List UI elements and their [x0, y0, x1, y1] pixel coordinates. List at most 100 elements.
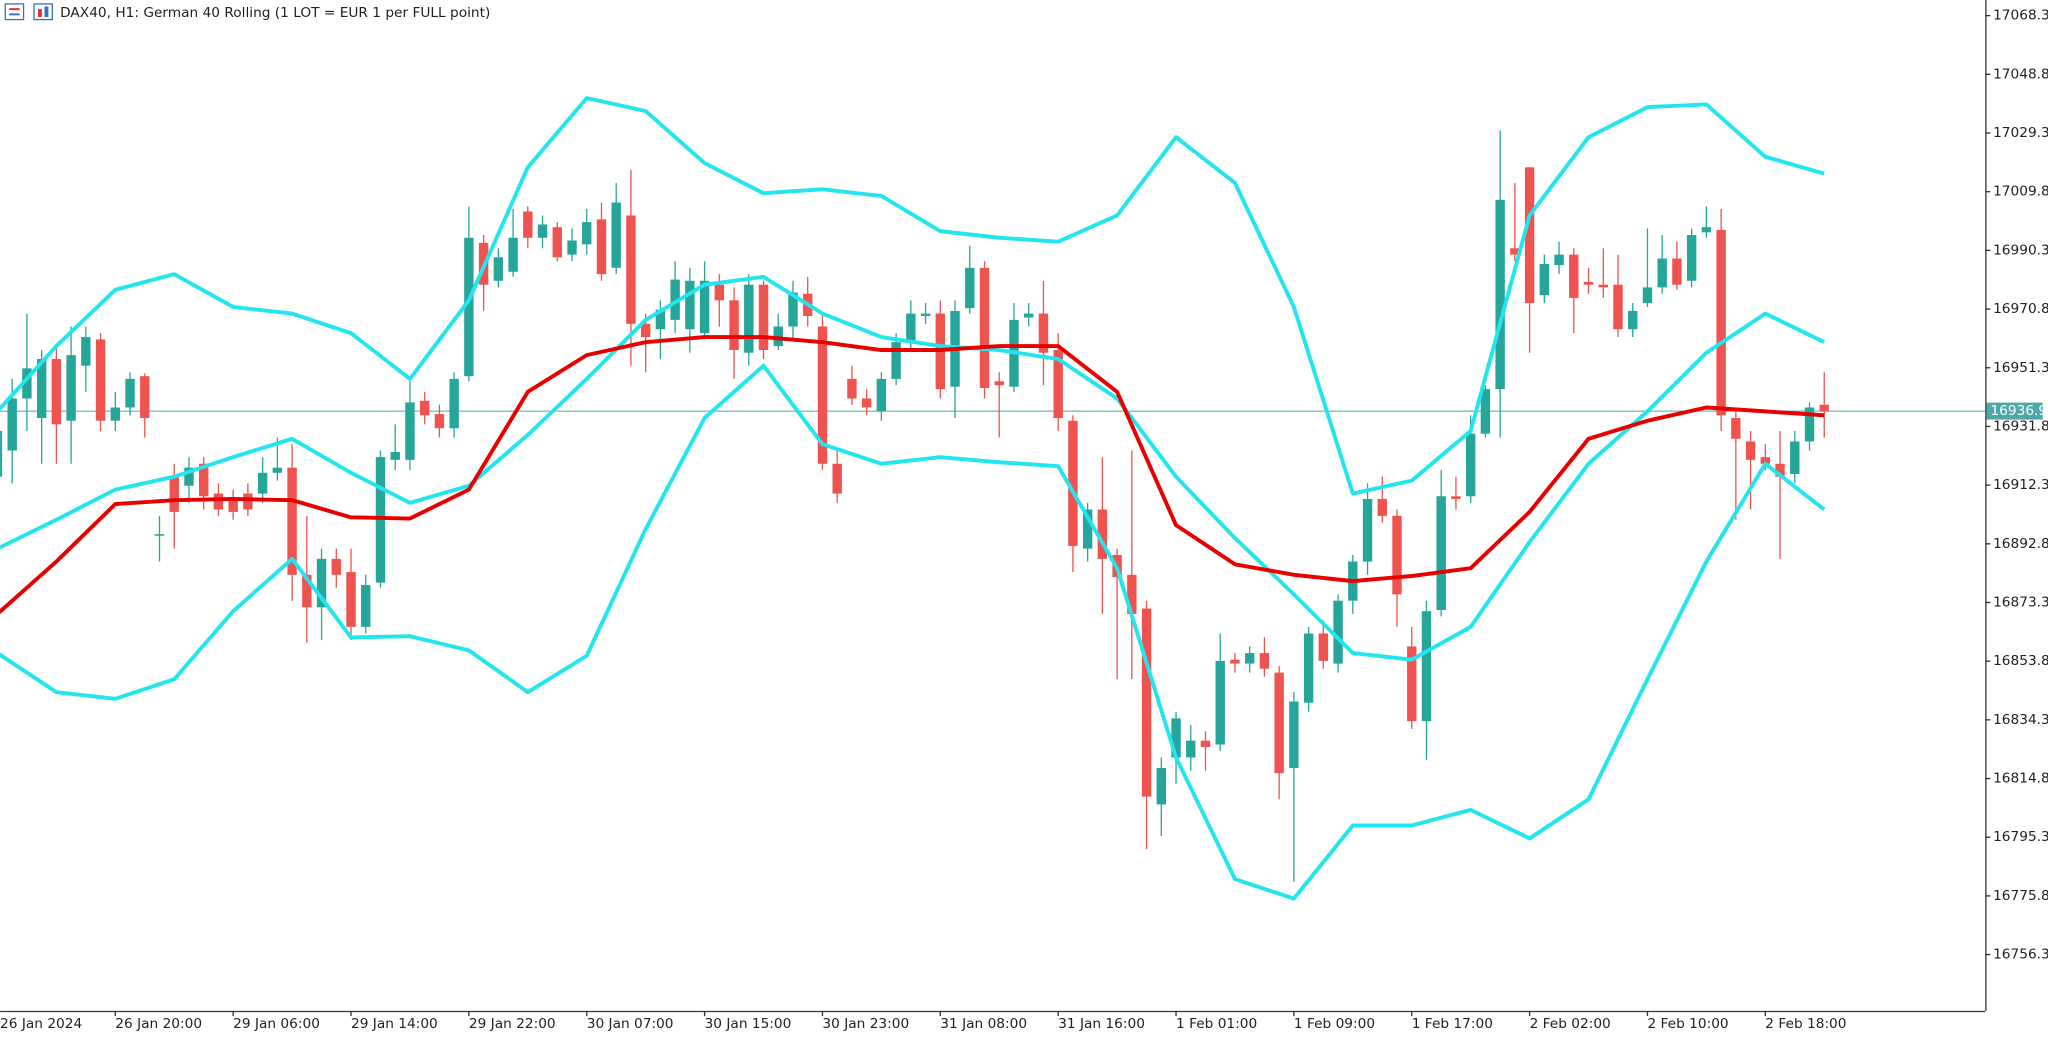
candle-body — [1613, 284, 1623, 330]
candle-body — [1745, 441, 1756, 460]
y-tick-label: 17068.3 — [1993, 8, 2048, 24]
icon-chart — [33, 3, 53, 21]
candle-body — [361, 585, 371, 627]
candle-body — [1583, 281, 1594, 285]
candle-body — [1554, 254, 1564, 266]
x-tick-label: 2 Feb 18:00 — [1765, 1016, 1846, 1032]
candle-body — [1274, 672, 1284, 774]
candle-body — [567, 240, 577, 255]
chart-title: DAX40, H1: German 40 Rolling (1 LOT = EU… — [60, 5, 490, 21]
candle-body — [891, 342, 901, 379]
candle-body — [1495, 199, 1505, 390]
y-tick-label: 16873.3 — [1993, 594, 2048, 610]
y-tick-label: 16951.3 — [1993, 360, 2048, 376]
candle-body — [1156, 768, 1166, 805]
y-tick-label: 16990.3 — [1993, 242, 2048, 258]
candle-body — [228, 498, 238, 512]
last-price-tag — [1986, 402, 2043, 420]
candle-body — [1657, 258, 1667, 288]
symbol-icons — [4, 3, 53, 21]
candle-body — [729, 300, 739, 351]
candle-body — [847, 378, 857, 399]
candle-body — [1333, 600, 1343, 664]
candle-body — [243, 493, 253, 510]
candle-body — [169, 476, 179, 512]
candle-body — [1686, 235, 1697, 281]
candle-body — [1244, 653, 1255, 664]
candle-body — [1141, 608, 1152, 797]
y-tick-label: 16970.8 — [1993, 301, 2048, 317]
candle-body — [876, 378, 887, 412]
candle-body — [655, 309, 666, 330]
candle-body — [419, 400, 430, 416]
icon-list — [4, 3, 25, 21]
y-tick-label: 16892.8 — [1993, 536, 2048, 552]
candle-body — [1377, 498, 1387, 516]
candle-body — [257, 472, 268, 494]
candle-body — [302, 574, 312, 608]
candle-body — [1068, 420, 1078, 546]
candle-body — [346, 572, 356, 627]
x-tick-label: 1 Feb 01:00 — [1176, 1016, 1257, 1032]
candle-body — [81, 337, 91, 366]
plot-area — [0, 96, 1986, 901]
candle-body — [1480, 389, 1491, 434]
candle-body — [1259, 653, 1270, 669]
x-tick-label: 29 Jan 22:00 — [469, 1016, 556, 1032]
candle-body — [375, 457, 386, 583]
y-tick-label: 16853.8 — [1993, 653, 2048, 669]
candle-body — [1392, 515, 1402, 595]
indicator-line — [0, 274, 1826, 662]
candle-body — [1200, 740, 1211, 747]
candle-body — [1790, 441, 1800, 474]
candle-body — [1186, 740, 1196, 758]
candle-body — [493, 257, 504, 281]
candle-body — [184, 467, 194, 486]
candle-body — [670, 279, 680, 320]
x-tick-label: 2 Feb 10:00 — [1647, 1016, 1728, 1032]
x-tick-label: 30 Jan 07:00 — [587, 1016, 674, 1032]
candle-body — [434, 414, 445, 429]
candle-body — [36, 359, 47, 419]
y-tick-label: 17048.8 — [1993, 66, 2048, 82]
x-tick-label: 31 Jan 16:00 — [1058, 1016, 1145, 1032]
candle-body — [390, 452, 400, 460]
candle-body — [0, 430, 3, 477]
candle-body — [626, 215, 636, 324]
candle-body — [1171, 718, 1181, 758]
indicator-line — [0, 335, 1825, 615]
candle-body — [331, 558, 341, 575]
candle-body — [1642, 287, 1653, 304]
candle-body — [699, 280, 710, 334]
x-tick-label: 26 Jan 20:00 — [115, 1016, 202, 1032]
candle-body — [1362, 498, 1373, 562]
candle-body — [1819, 404, 1829, 412]
y-tick-label: 17009.8 — [1993, 184, 2048, 200]
candle-body — [1127, 574, 1137, 614]
candle-body — [22, 368, 32, 399]
candle-body — [1716, 229, 1726, 416]
candle-body — [832, 463, 842, 494]
candle-body — [508, 237, 518, 272]
x-tick-label: 26 Jan 2024 — [0, 1016, 82, 1032]
candle-body — [611, 202, 621, 268]
candle-body — [965, 267, 975, 309]
candle-body — [1230, 659, 1240, 664]
candle-body — [1539, 263, 1550, 296]
candle-body — [95, 339, 106, 421]
candle-body — [1053, 350, 1063, 419]
candle-body — [744, 284, 754, 353]
candle-body — [552, 227, 562, 258]
x-tick-label: 29 Jan 06:00 — [233, 1016, 320, 1032]
y-tick-label: 16814.8 — [1993, 771, 2048, 787]
candle-body — [140, 376, 150, 419]
x-tick-label: 1 Feb 09:00 — [1294, 1016, 1375, 1032]
candle-body — [640, 323, 651, 338]
candle-body — [1318, 633, 1329, 661]
candle-body — [1731, 418, 1741, 439]
candle-body — [758, 284, 769, 351]
candle-body — [1407, 646, 1417, 722]
candle-body — [272, 467, 283, 473]
